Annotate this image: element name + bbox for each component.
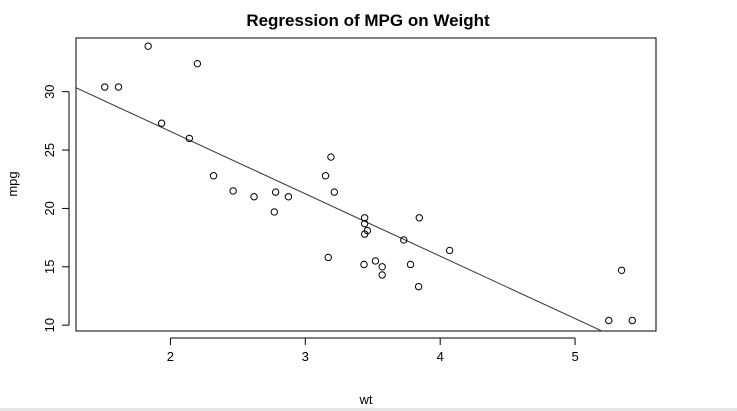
data-point — [360, 219, 369, 228]
data-points — [101, 42, 636, 325]
data-point — [324, 253, 332, 262]
data-point — [378, 263, 386, 271]
x-tick-label: 4 — [437, 349, 444, 364]
x-tick-label: 3 — [302, 349, 309, 364]
data-point — [250, 193, 258, 201]
data-point — [378, 271, 386, 279]
data-point — [144, 42, 152, 50]
data-point — [327, 153, 335, 161]
y-tick-label: 10 — [42, 318, 57, 332]
data-point — [270, 208, 278, 216]
y-tick-label: 20 — [42, 201, 57, 215]
data-point — [445, 246, 454, 255]
data-point — [605, 316, 613, 325]
data-point — [363, 226, 372, 235]
data-point — [114, 83, 123, 91]
data-point — [415, 214, 423, 222]
data-point — [406, 260, 415, 269]
data-point — [193, 59, 202, 68]
plot-frame — [75, 37, 657, 332]
data-point — [628, 316, 636, 325]
chart-title: Regression of MPG on Weight — [246, 11, 490, 30]
data-point — [101, 83, 109, 91]
x-axis-label: wt — [359, 392, 373, 407]
data-point — [371, 257, 380, 265]
data-point — [321, 172, 330, 180]
x-axis: 2 3 4 5 — [167, 337, 579, 364]
data-point — [330, 188, 339, 196]
data-point — [414, 282, 423, 291]
y-tick-label: 15 — [42, 260, 57, 274]
data-point — [617, 266, 626, 274]
data-point — [284, 193, 293, 201]
data-point — [229, 187, 237, 195]
data-point — [185, 134, 194, 143]
data-point — [209, 172, 218, 180]
y-tick-label: 30 — [42, 84, 57, 98]
y-axis: 10 15 20 25 30 — [42, 84, 70, 332]
bottom-divider — [0, 408, 737, 411]
x-tick-label: 5 — [571, 349, 578, 364]
data-point — [157, 119, 166, 127]
x-tick-label: 2 — [167, 349, 174, 364]
regression-line — [76, 87, 604, 331]
data-point — [271, 188, 280, 196]
data-point — [360, 214, 369, 222]
y-tick-label: 25 — [42, 143, 57, 157]
data-point — [400, 236, 408, 244]
y-axis-label: mpg — [5, 171, 20, 196]
data-point — [360, 260, 368, 269]
